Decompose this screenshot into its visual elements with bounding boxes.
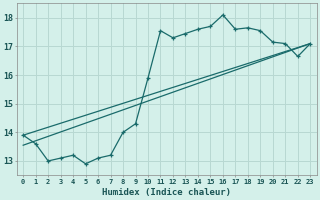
X-axis label: Humidex (Indice chaleur): Humidex (Indice chaleur) (102, 188, 231, 197)
